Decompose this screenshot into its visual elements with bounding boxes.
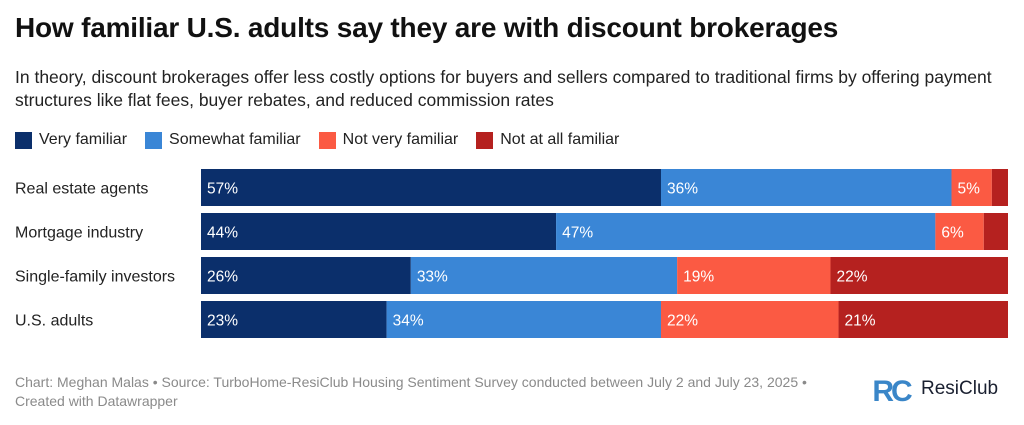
resiclub-logo-icon: RC	[872, 375, 913, 408]
bar-segment	[660, 169, 952, 206]
legend-item-somewhat-familiar: Somewhat familiar	[145, 131, 301, 149]
data-label: 57%	[207, 181, 238, 198]
category-label: Mortgage industry	[15, 225, 143, 242]
data-label: 22%	[667, 313, 698, 330]
bar-segment	[983, 213, 1008, 250]
legend: Very familiar Somewhat familiar Not very…	[15, 129, 637, 151]
legend-item-very-familiar: Very familiar	[15, 131, 127, 149]
bar-segment	[201, 213, 557, 250]
chart-title: How familiar U.S. adults say they are wi…	[15, 12, 839, 43]
chart-subtitle: In theory, discount brokerages offer les…	[15, 67, 992, 110]
category-label: Real estate agents	[15, 181, 148, 198]
resiclub-logo: RC ResiClub	[869, 366, 998, 412]
legend-label: Not very familiar	[342, 131, 459, 148]
stacked-bar-chart: Real estate agents 57% 36% 5% Mortgage indus…	[15, 169, 1008, 338]
bar-segment	[838, 301, 1008, 338]
legend-swatch	[145, 131, 163, 149]
category-label: U.S. adults	[15, 313, 93, 330]
bar-segment	[201, 257, 411, 294]
data-label: 19%	[683, 269, 714, 286]
data-label: 21%	[845, 313, 876, 330]
data-label: 23%	[207, 313, 238, 330]
legend-label: Somewhat familiar	[169, 131, 301, 148]
data-label: 6%	[941, 225, 964, 242]
legend-label: Not at all familiar	[500, 131, 620, 148]
data-label: 34%	[393, 313, 424, 330]
legend-label: Very familiar	[39, 131, 128, 148]
data-label: 33%	[417, 269, 448, 286]
legend-item-not-at-all-familiar: Not at all familiar	[476, 131, 619, 149]
bar-segment	[677, 257, 831, 294]
bar-segment	[386, 301, 661, 338]
bar-segment	[935, 213, 984, 250]
data-label: 22%	[836, 269, 867, 286]
category-label: Single-family investors	[15, 269, 175, 286]
svg-text:RC: RC	[872, 375, 912, 408]
bar-segment	[201, 301, 387, 338]
data-label: 26%	[207, 269, 238, 286]
legend-swatch	[476, 131, 494, 149]
bar-segment	[951, 169, 992, 206]
data-label: 5%	[958, 181, 981, 198]
legend-item-not-very-familiar: Not very familiar	[318, 131, 459, 149]
bar-segment	[660, 301, 839, 338]
legend-swatch	[318, 131, 336, 149]
bar-segment	[410, 257, 678, 294]
bar-segment	[201, 169, 661, 206]
data-label: 36%	[667, 181, 698, 198]
bar-segment	[556, 213, 936, 250]
data-label: 44%	[207, 225, 238, 242]
bar-segment	[991, 169, 1008, 206]
bar-segment	[830, 257, 1008, 294]
data-label: 47%	[562, 225, 593, 242]
legend-swatch	[15, 131, 32, 149]
resiclub-logo-word: ResiClub	[921, 378, 999, 399]
chart-footer: Chart: Meghan Malas • Source: TurboHome-…	[15, 374, 807, 409]
